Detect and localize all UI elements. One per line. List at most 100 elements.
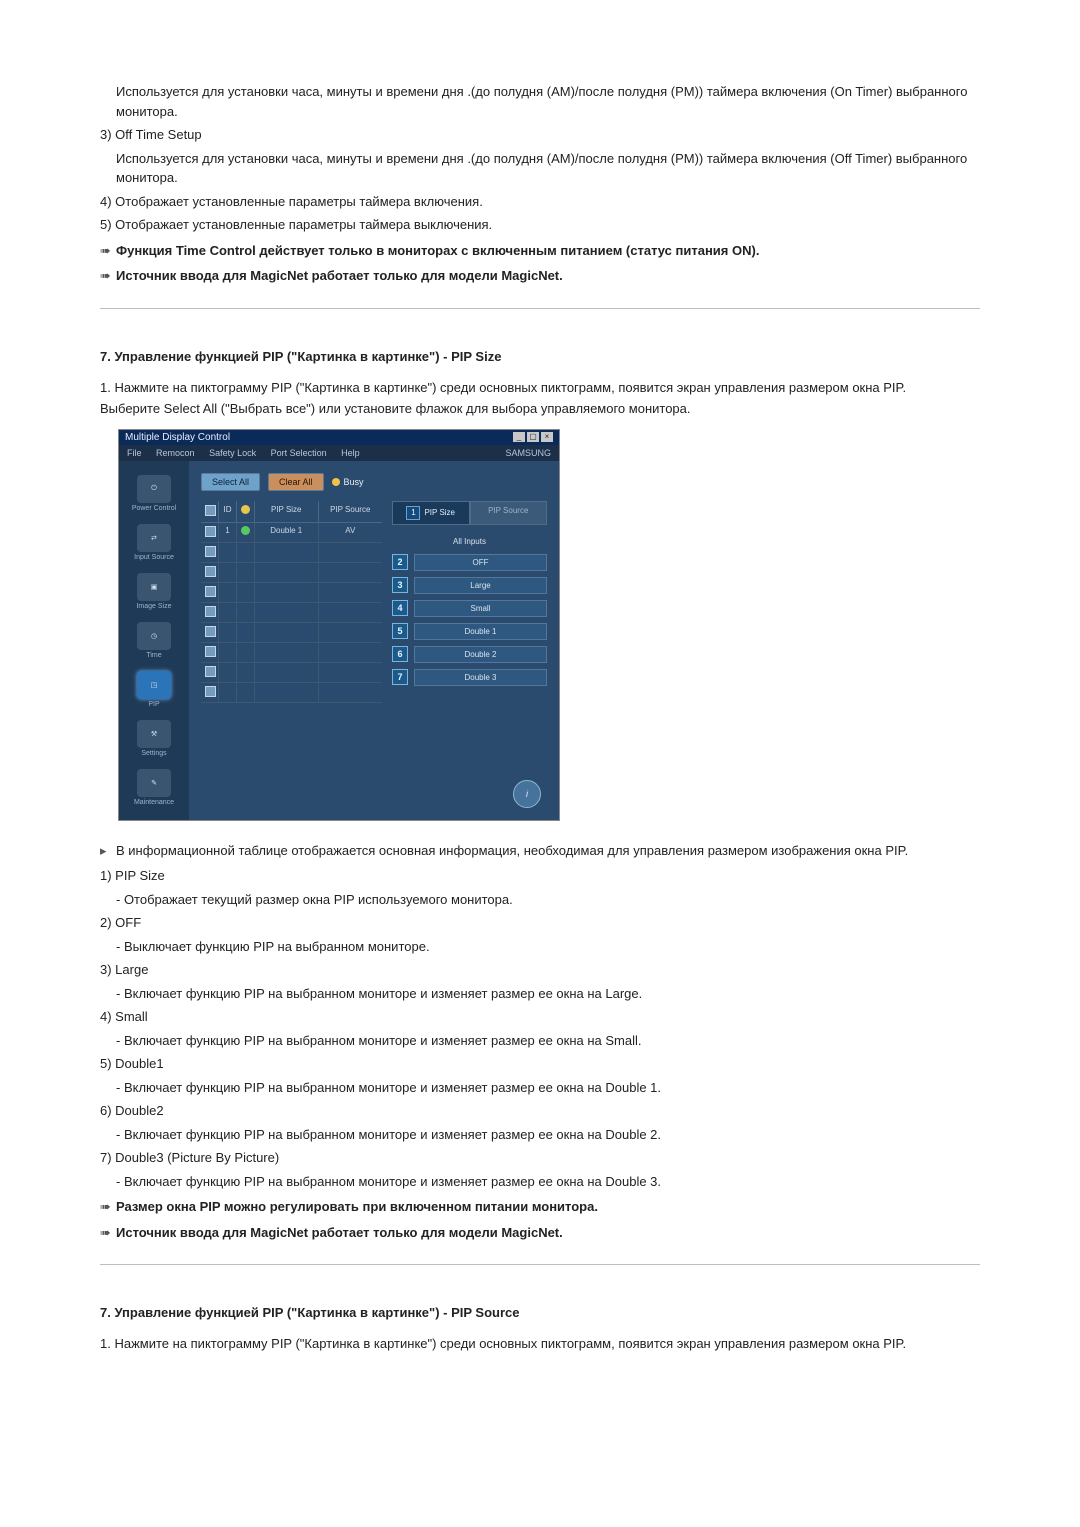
tab-pip-size[interactable]: 1PIP Size bbox=[392, 501, 470, 525]
pip-info-text: В информационной таблице отображается ос… bbox=[116, 841, 980, 861]
pip-size-step1b: Выберите Select All ("Выбрать все") или … bbox=[100, 399, 980, 419]
menu-port[interactable]: Port Selection bbox=[271, 448, 327, 458]
section-title-pip-source: 7. Управление функцией PIP ("Картинка в … bbox=[100, 1305, 980, 1320]
opt-num-5: 5 bbox=[392, 623, 408, 639]
pip-item-6-desc: - Включает функцию PIP на выбранном мони… bbox=[116, 1125, 980, 1145]
opt-double2[interactable]: Double 2 bbox=[414, 646, 547, 663]
image-icon: ▣ bbox=[137, 573, 171, 601]
pip-item-4: 4) Small bbox=[100, 1007, 980, 1027]
menu-file[interactable]: File bbox=[127, 448, 142, 458]
menu-remocon[interactable]: Remocon bbox=[156, 448, 195, 458]
pip-item-7: 7) Double3 (Picture By Picture) bbox=[100, 1148, 980, 1168]
bullet-icon: ➠ bbox=[100, 241, 116, 261]
col-status bbox=[237, 501, 255, 522]
sidebar-item-power[interactable]: ⏻ Power Control bbox=[132, 475, 176, 512]
opt-large[interactable]: Large bbox=[414, 577, 547, 594]
opt-off[interactable]: OFF bbox=[414, 554, 547, 571]
window-title: Multiple Display Control bbox=[125, 432, 230, 443]
triangle-bullet-icon: ▸ bbox=[100, 841, 116, 861]
item-5: 5) Отображает установленные параметры та… bbox=[100, 215, 980, 235]
pip-item-7-desc: - Включает функцию PIP на выбранном мони… bbox=[116, 1172, 980, 1192]
opt-num-4: 4 bbox=[392, 600, 408, 616]
app-screenshot: Multiple Display Control _ ▢ × File Remo… bbox=[118, 429, 560, 821]
item-4: 4) Отображает установленные параметры та… bbox=[100, 192, 980, 212]
opt-num-6: 6 bbox=[392, 646, 408, 662]
info-icon[interactable]: i bbox=[513, 780, 541, 808]
settings-icon: ⚒ bbox=[137, 720, 171, 748]
window-buttons: _ ▢ × bbox=[513, 432, 553, 442]
table-row[interactable] bbox=[201, 683, 382, 703]
close-icon[interactable]: × bbox=[541, 432, 553, 442]
menu-help[interactable]: Help bbox=[341, 448, 360, 458]
menu-safety[interactable]: Safety Lock bbox=[209, 448, 256, 458]
table-row[interactable] bbox=[201, 623, 382, 643]
opt-small[interactable]: Small bbox=[414, 600, 547, 617]
table-row[interactable] bbox=[201, 543, 382, 563]
brand-label: SAMSUNG bbox=[505, 448, 551, 458]
bullet-icon: ➠ bbox=[100, 1197, 116, 1217]
section-title-pip-size: 7. Управление функцией PIP ("Картинка в … bbox=[100, 349, 980, 364]
power-icon: ⏻ bbox=[137, 475, 171, 503]
pip-item-3: 3) Large bbox=[100, 960, 980, 980]
opt-double1[interactable]: Double 1 bbox=[414, 623, 547, 640]
sidebar-item-settings[interactable]: ⚒ Settings bbox=[137, 720, 171, 757]
clear-all-button[interactable]: Clear All bbox=[268, 473, 324, 491]
sidebar: ⏻ Power Control ⇄ Input Source ▣ Image S… bbox=[119, 461, 189, 820]
pip-item-1: 1) PIP Size bbox=[100, 866, 980, 886]
table-row[interactable] bbox=[201, 603, 382, 623]
table-row[interactable] bbox=[201, 663, 382, 683]
time-icon: ◷ bbox=[137, 622, 171, 650]
pip-item-6: 6) Double2 bbox=[100, 1101, 980, 1121]
sidebar-item-pip[interactable]: ◳ PIP bbox=[137, 671, 171, 708]
sidebar-item-image[interactable]: ▣ Image Size bbox=[136, 573, 171, 610]
monitor-table: ID PIP Size PIP Source 1 Double 1AV bbox=[201, 501, 382, 703]
off-timer-desc: Используется для установки часа, минуты … bbox=[116, 149, 980, 188]
opt-num-3: 3 bbox=[392, 577, 408, 593]
bullet-icon: ➠ bbox=[100, 1223, 116, 1243]
on-timer-desc: Используется для установки часа, минуты … bbox=[116, 82, 980, 121]
bullet-icon: ➠ bbox=[100, 266, 116, 286]
col-pipsource: PIP Source bbox=[319, 501, 383, 522]
opt-num-2: 2 bbox=[392, 554, 408, 570]
opt-double3[interactable]: Double 3 bbox=[414, 669, 547, 686]
opt-num-7: 7 bbox=[392, 669, 408, 685]
note-magicnet-2: Источник ввода для MagicNet работает тол… bbox=[116, 1223, 980, 1243]
divider bbox=[100, 308, 980, 309]
note-pip-power: Размер окна PIP можно регулировать при в… bbox=[116, 1197, 980, 1217]
note-time-control: Функция Time Control действует только в … bbox=[116, 241, 980, 261]
maximize-icon[interactable]: ▢ bbox=[527, 432, 539, 442]
pip-item-5-desc: - Включает функцию PIP на выбранном мони… bbox=[116, 1078, 980, 1098]
table-row[interactable] bbox=[201, 643, 382, 663]
divider bbox=[100, 1264, 980, 1265]
maintenance-icon: ✎ bbox=[137, 769, 171, 797]
pip-size-step1: 1. Нажмите на пиктограмму PIP ("Картинка… bbox=[100, 378, 980, 398]
busy-indicator: Busy bbox=[332, 477, 364, 487]
pip-item-2-desc: - Выключает функцию PIP на выбранном мон… bbox=[116, 937, 980, 957]
menubar: File Remocon Safety Lock Port Selection … bbox=[119, 445, 559, 461]
table-row[interactable]: 1 Double 1AV bbox=[201, 523, 382, 543]
pip-item-4-desc: - Включает функцию PIP на выбранном мони… bbox=[116, 1031, 980, 1051]
table-row[interactable] bbox=[201, 583, 382, 603]
pip-source-step1: 1. Нажмите на пиктограмму PIP ("Картинка… bbox=[100, 1334, 980, 1354]
input-icon: ⇄ bbox=[137, 524, 171, 552]
pip-item-1-desc: - Отображает текущий размер окна PIP исп… bbox=[116, 890, 980, 910]
sidebar-item-maintenance[interactable]: ✎ Maintenance bbox=[134, 769, 174, 806]
note-magicnet: Источник ввода для MagicNet работает тол… bbox=[116, 266, 980, 286]
table-row[interactable] bbox=[201, 563, 382, 583]
all-inputs-label: All Inputs bbox=[392, 537, 547, 546]
pip-item-2: 2) OFF bbox=[100, 913, 980, 933]
item-3-label: 3) Off Time Setup bbox=[100, 125, 980, 145]
sidebar-item-time[interactable]: ◷ Time bbox=[137, 622, 171, 659]
pip-item-3-desc: - Включает функцию PIP на выбранном мони… bbox=[116, 984, 980, 1004]
pip-item-5: 5) Double1 bbox=[100, 1054, 980, 1074]
col-id: ID bbox=[219, 501, 237, 522]
sidebar-item-input[interactable]: ⇄ Input Source bbox=[134, 524, 174, 561]
minimize-icon[interactable]: _ bbox=[513, 432, 525, 442]
titlebar: Multiple Display Control _ ▢ × bbox=[119, 430, 559, 445]
col-check bbox=[201, 501, 219, 522]
col-pipsize: PIP Size bbox=[255, 501, 319, 522]
tab-pip-source[interactable]: PIP Source bbox=[470, 501, 548, 525]
busy-dot-icon bbox=[332, 478, 340, 486]
pip-icon: ◳ bbox=[137, 671, 171, 699]
select-all-button[interactable]: Select All bbox=[201, 473, 260, 491]
